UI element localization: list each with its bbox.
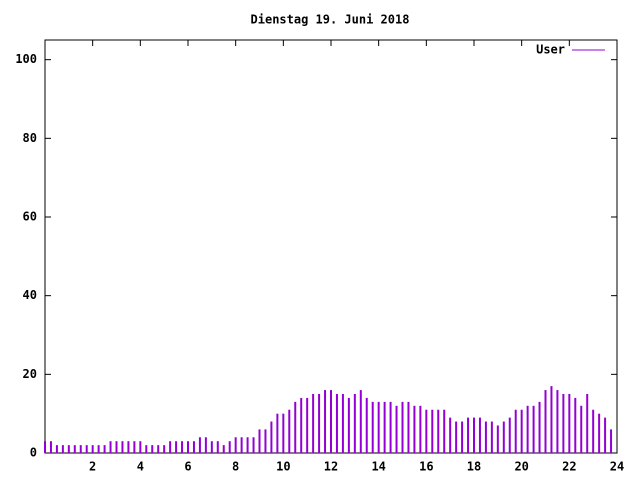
x-tick-label: 18: [467, 460, 481, 474]
x-tick-label: 20: [514, 460, 528, 474]
x-tick-label: 24: [610, 460, 624, 474]
x-tick-label: 14: [371, 460, 385, 474]
x-tick-label: 12: [324, 460, 338, 474]
chart-title: Dienstag 19. Juni 2018: [251, 13, 410, 27]
legend-label: User: [536, 43, 565, 57]
x-tick-label: 8: [232, 460, 239, 474]
x-tick-label: 4: [137, 460, 144, 474]
y-tick-label: 60: [23, 210, 37, 224]
x-tick-label: 2: [89, 460, 96, 474]
y-tick-label: 100: [15, 52, 37, 66]
x-tick-label: 22: [562, 460, 576, 474]
y-tick-label: 0: [30, 446, 37, 460]
y-tick-label: 40: [23, 288, 37, 302]
x-tick-label: 10: [276, 460, 290, 474]
x-tick-label: 6: [184, 460, 191, 474]
y-tick-label: 20: [23, 367, 37, 381]
y-tick-label: 80: [23, 131, 37, 145]
x-tick-label: 16: [419, 460, 433, 474]
